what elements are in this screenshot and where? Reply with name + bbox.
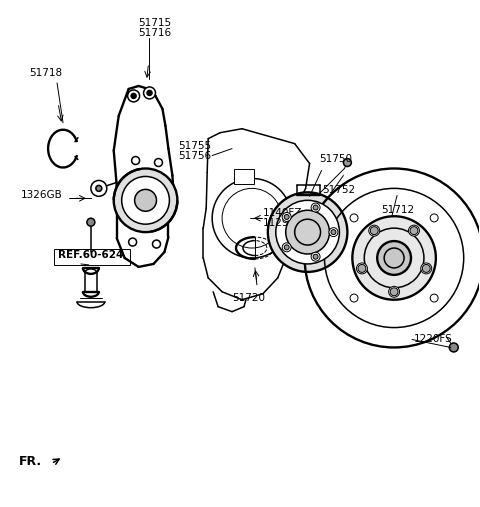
Text: 51750: 51750 <box>320 154 352 164</box>
Circle shape <box>389 286 399 297</box>
Text: 51715: 51715 <box>139 18 172 28</box>
Circle shape <box>421 263 432 274</box>
Circle shape <box>352 216 436 300</box>
Circle shape <box>358 265 366 272</box>
Text: 1220FS: 1220FS <box>414 335 453 344</box>
Text: 51756: 51756 <box>179 151 212 161</box>
Circle shape <box>282 243 291 252</box>
Circle shape <box>331 230 336 235</box>
Text: REF.60-624: REF.60-624 <box>58 250 123 260</box>
Circle shape <box>114 168 178 232</box>
Circle shape <box>282 212 291 222</box>
Circle shape <box>91 180 107 196</box>
Circle shape <box>284 214 289 220</box>
Circle shape <box>422 265 430 272</box>
Circle shape <box>144 87 156 99</box>
Circle shape <box>350 294 358 302</box>
Circle shape <box>343 159 351 166</box>
Circle shape <box>410 227 418 235</box>
Circle shape <box>329 228 338 237</box>
Circle shape <box>311 203 320 212</box>
Circle shape <box>369 225 380 236</box>
Circle shape <box>284 245 289 250</box>
Circle shape <box>377 241 411 275</box>
Circle shape <box>357 263 367 274</box>
Text: FR.: FR. <box>19 455 42 468</box>
Circle shape <box>276 200 339 264</box>
FancyBboxPatch shape <box>234 169 254 185</box>
Circle shape <box>131 93 136 98</box>
Circle shape <box>129 238 137 246</box>
Circle shape <box>370 227 378 235</box>
Circle shape <box>313 205 318 210</box>
Circle shape <box>122 176 169 224</box>
Circle shape <box>408 225 420 236</box>
Text: 1129ED: 1129ED <box>263 218 304 228</box>
Text: 1326GB: 1326GB <box>21 190 63 200</box>
Circle shape <box>390 288 398 296</box>
Circle shape <box>350 214 358 222</box>
Circle shape <box>128 90 140 102</box>
Circle shape <box>96 186 102 191</box>
Circle shape <box>313 254 318 259</box>
Text: 51712: 51712 <box>381 205 414 215</box>
Circle shape <box>449 343 458 352</box>
Circle shape <box>147 90 152 95</box>
Text: 51718: 51718 <box>29 68 62 78</box>
Text: 51752: 51752 <box>323 186 356 195</box>
Circle shape <box>155 159 162 166</box>
Circle shape <box>430 214 438 222</box>
Circle shape <box>134 190 156 211</box>
Circle shape <box>153 240 160 248</box>
Circle shape <box>132 157 140 164</box>
Circle shape <box>286 210 329 254</box>
Circle shape <box>87 218 95 226</box>
Text: 1140FZ: 1140FZ <box>263 208 302 218</box>
Text: 51720: 51720 <box>232 293 265 303</box>
Text: 51755: 51755 <box>179 140 212 151</box>
Text: 51716: 51716 <box>139 28 172 39</box>
Circle shape <box>268 192 348 272</box>
Circle shape <box>430 294 438 302</box>
Circle shape <box>311 252 320 261</box>
